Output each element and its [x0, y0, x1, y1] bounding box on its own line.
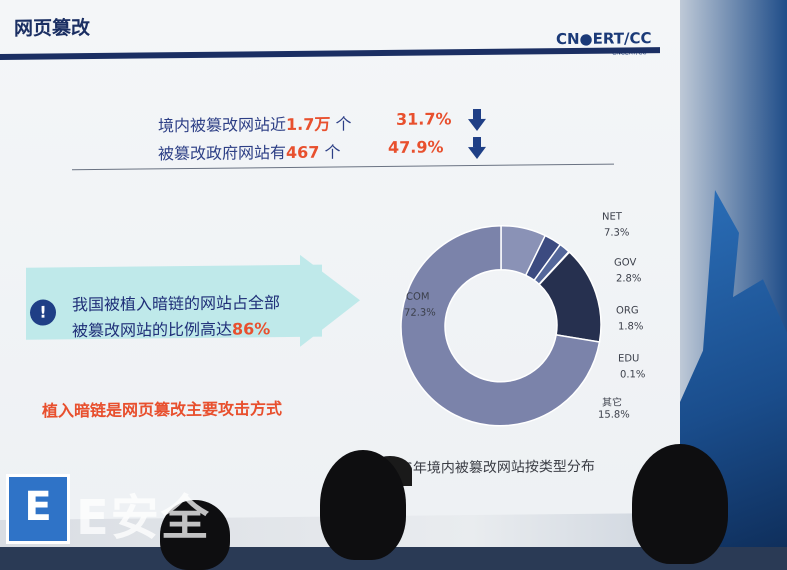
callout-arrow — [300, 254, 360, 347]
watermark-badge: E — [6, 474, 70, 544]
stat-line-2: 被篡改政府网站有467 个 — [158, 138, 341, 164]
stat-value: 1.7万 — [286, 114, 331, 135]
stat-unit: 个 — [330, 114, 352, 134]
stat-unit: 个 — [319, 142, 341, 162]
slice-label-net: NET — [602, 211, 622, 223]
callout-highlight: 86% — [232, 319, 271, 339]
slide-title: 网页篡改 — [14, 17, 91, 40]
chart-caption: 6年境内被篡改网站按类型分布 — [404, 458, 595, 477]
donut-slice-com — [400, 224, 601, 427]
slice-value-edu: 0.1% — [620, 369, 646, 381]
down-arrow-icon — [468, 108, 486, 132]
watermark-text: E安全 — [76, 490, 211, 546]
slice-label-gov: GOV — [614, 257, 637, 269]
stat-prefix: 境内被篡改网站近 — [158, 115, 287, 136]
stat-line-1: 境内被篡改网站近1.7万 个 — [158, 110, 351, 136]
exclamation-icon: ! — [30, 299, 56, 326]
stat-percent-2: 47.9% — [388, 137, 444, 157]
donut-chart — [400, 224, 602, 427]
slice-label-com: COM — [406, 291, 430, 303]
slice-label-edu: EDU — [618, 353, 640, 365]
slice-label-other: 其它 — [602, 397, 622, 409]
divider — [72, 163, 614, 171]
slice-label-org: ORG — [616, 305, 639, 317]
down-arrow-icon — [468, 136, 486, 160]
stat-percent-1: 31.7% — [396, 109, 452, 129]
audience-head — [632, 444, 728, 564]
callout-line-2: 被篡改网站的比例高达86% — [72, 319, 271, 341]
slice-value-com: 72.3% — [404, 307, 436, 319]
presentation-slide: 网页篡改 CN●ERT/CC CNCERT/CC 境内被篡改网站近1.7万 个 … — [0, 0, 680, 521]
stat-prefix: 被篡改政府网站有 — [158, 143, 287, 164]
stat-value: 467 — [286, 142, 320, 163]
slice-value-org: 1.8% — [618, 321, 644, 333]
slice-value-gov: 2.8% — [616, 273, 642, 285]
callout-line-1: 我国被植入暗链的网站占全部 — [72, 293, 281, 315]
conclusion-text: 植入暗链是网页篡改主要攻击方式 — [42, 399, 283, 421]
slice-value-other: 15.8% — [598, 409, 630, 421]
header-rule — [0, 47, 660, 60]
slice-value-net: 7.3% — [604, 227, 630, 239]
brand-logo: CN●ERT/CC — [556, 29, 652, 49]
audience-head — [320, 450, 406, 560]
